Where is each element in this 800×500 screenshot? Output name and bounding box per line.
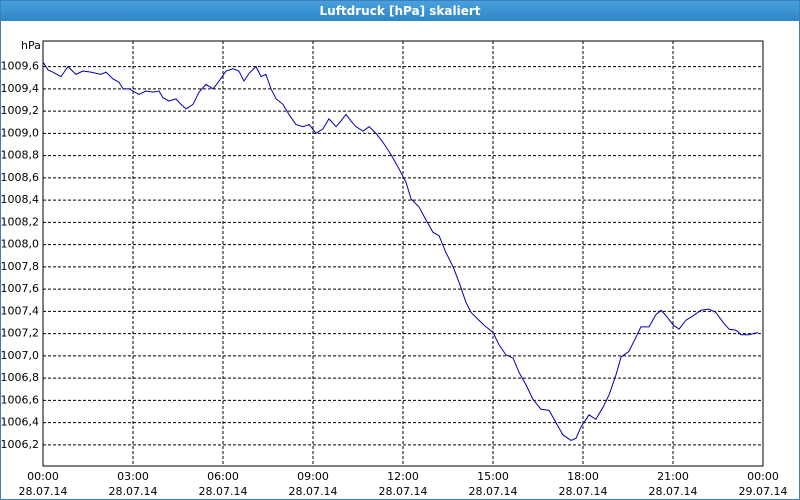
y-tick-label: 1008,4	[1, 193, 39, 206]
y-tick-label: 1008,8	[1, 149, 39, 162]
y-tick-label: 1009,0	[1, 126, 39, 139]
y-tick-label: 1006,4	[1, 416, 39, 429]
x-tick-label: 00:00 28.07.14	[18, 470, 68, 498]
x-tick-label: 21:00 28.07.14	[648, 470, 698, 498]
y-tick-label: 1009,2	[1, 104, 39, 117]
y-tick-label: 1009,6	[1, 60, 39, 73]
y-tick-label: 1008,2	[1, 215, 39, 228]
y-tick-label: 1008,0	[1, 238, 39, 251]
y-tick-label: 1007,6	[1, 282, 39, 295]
y-tick-label: 1007,8	[1, 260, 39, 273]
y-tick-label: 1006,8	[1, 371, 39, 384]
y-tick-label: 1006,2	[1, 438, 39, 451]
y-tick-label: 1006,6	[1, 393, 39, 406]
y-tick-label: 1007,2	[1, 327, 39, 340]
x-tick-label: 06:00 28.07.14	[198, 470, 248, 498]
y-unit: hPa	[21, 39, 41, 52]
x-tick-label: 00:00 29.07.14	[738, 470, 788, 498]
title-bar: Luftdruck [hPa] skaliert	[1, 1, 799, 21]
y-tick-label: 1007,0	[1, 349, 39, 362]
y-tick-label: 1009,4	[1, 82, 39, 95]
x-tick-label: 18:00 28.07.14	[558, 470, 608, 498]
y-tick-label: 1008,6	[1, 171, 39, 184]
x-tick-label: 09:00 28.07.14	[288, 470, 338, 498]
x-tick-label: 03:00 28.07.14	[108, 470, 158, 498]
x-tick-label: 15:00 28.07.14	[468, 470, 518, 498]
line	[42, 61, 759, 441]
y-tick-label: 1007,4	[1, 304, 39, 317]
plot-frame	[42, 40, 764, 467]
x-tick-label: 12:00 28.07.14	[378, 470, 428, 498]
